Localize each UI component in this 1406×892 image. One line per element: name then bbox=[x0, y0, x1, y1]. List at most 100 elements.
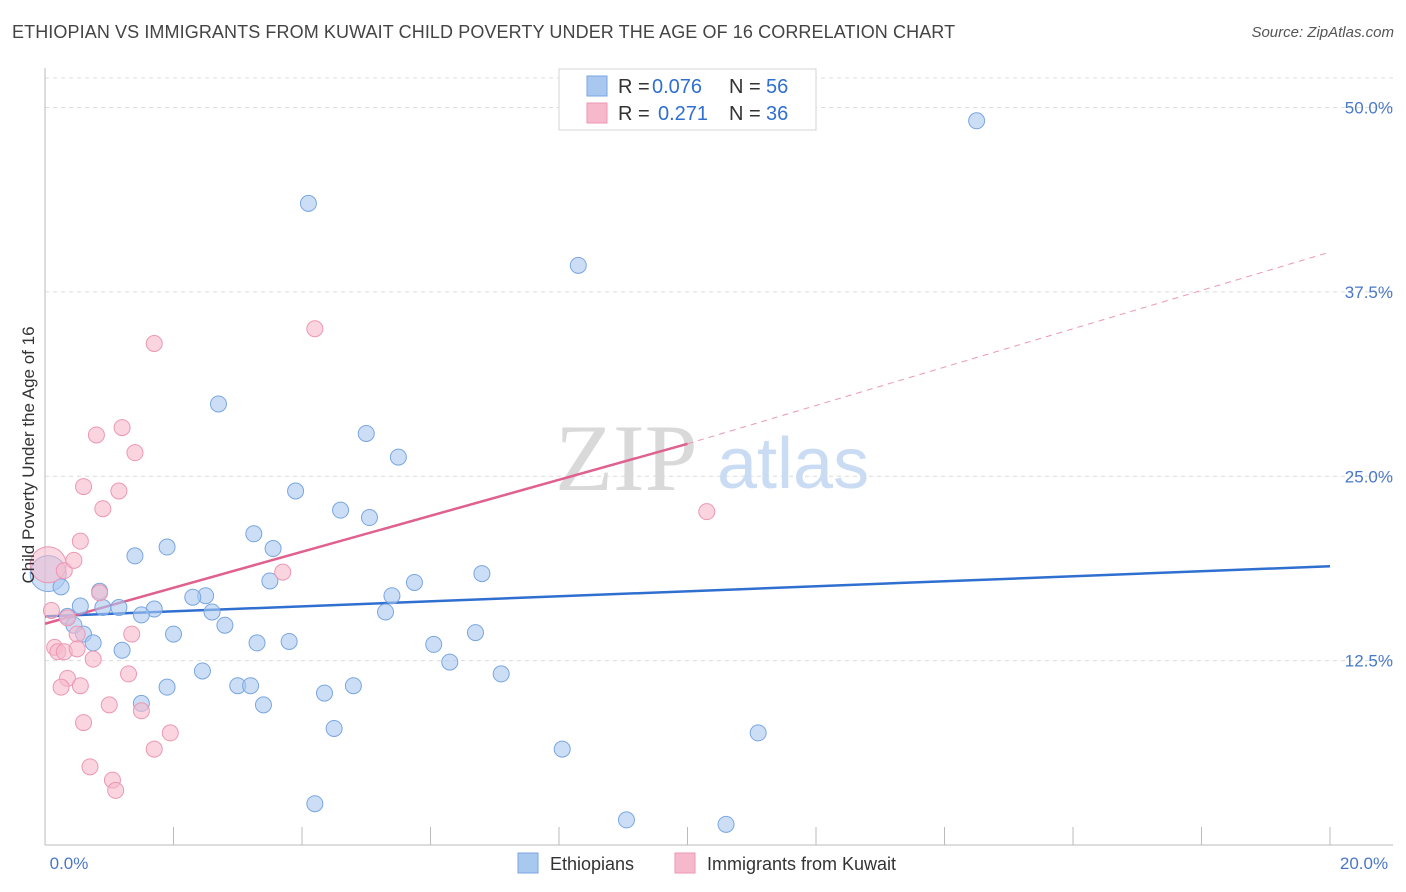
point-ethiopians bbox=[110, 599, 128, 617]
point-kuwait bbox=[75, 478, 93, 496]
point-kuwait bbox=[65, 551, 83, 569]
point-ethiopians bbox=[113, 641, 131, 659]
point-ethiopians bbox=[280, 632, 298, 650]
point-ethiopians bbox=[209, 395, 227, 413]
point-ethiopians bbox=[360, 509, 378, 527]
point-ethiopians bbox=[94, 599, 112, 617]
point-ethiopians bbox=[184, 588, 202, 606]
trend-extension-kuwait bbox=[687, 251, 1331, 445]
point-ethiopians bbox=[245, 525, 263, 543]
point-ethiopians bbox=[132, 606, 150, 624]
point-kuwait bbox=[94, 500, 112, 518]
point-ethiopians bbox=[52, 578, 70, 596]
point-kuwait bbox=[71, 677, 89, 695]
point-kuwait bbox=[120, 665, 138, 683]
point-ethiopians bbox=[203, 603, 221, 621]
point-kuwait bbox=[68, 625, 86, 643]
point-kuwait bbox=[110, 482, 128, 500]
correlation-legend: R = 0.076 N = 56 R = 0.271 N = 36 bbox=[558, 68, 817, 131]
point-kuwait bbox=[145, 740, 163, 758]
x-tick-label-max: 20.0% bbox=[1340, 854, 1388, 873]
point-kuwait bbox=[100, 696, 118, 714]
point-kuwait bbox=[123, 625, 141, 643]
point-ethiopians bbox=[84, 634, 102, 652]
point-ethiopians bbox=[569, 256, 587, 274]
watermark: ZIP atlas bbox=[555, 405, 869, 511]
grid-lines bbox=[45, 77, 1393, 662]
legend-label-ethiopians: Ethiopians bbox=[550, 854, 634, 874]
series-legend: Ethiopians Immigrants from Kuwait bbox=[517, 852, 896, 874]
y-tick-label: 50.0% bbox=[1345, 99, 1393, 118]
trend-lines bbox=[44, 251, 1331, 625]
point-ethiopians bbox=[216, 616, 234, 634]
point-kuwait bbox=[145, 335, 163, 352]
point-ethiopians bbox=[158, 538, 176, 556]
point-kuwait bbox=[42, 601, 60, 619]
point-ethiopians bbox=[473, 565, 491, 583]
point-kuwait bbox=[75, 714, 93, 732]
point-ethiopians bbox=[261, 572, 279, 590]
point-kuwait bbox=[68, 640, 86, 658]
point-kuwait bbox=[71, 532, 89, 550]
point-ethiopians bbox=[242, 677, 260, 695]
point-kuwait bbox=[84, 650, 102, 668]
point-ethiopians bbox=[248, 634, 266, 652]
point-ethiopians bbox=[306, 795, 324, 813]
trend-line-ethiopians bbox=[44, 564, 1331, 618]
legend-swatch-kuwait bbox=[586, 102, 608, 124]
point-ethiopians bbox=[425, 635, 443, 653]
tick-labels: 12.5% 25.0% 37.5% 50.0% 0.0% 20.0% bbox=[50, 99, 1393, 874]
point-ethiopians bbox=[287, 482, 305, 500]
watermark-atlas: atlas bbox=[717, 424, 869, 504]
legend-r-label: R = bbox=[618, 76, 650, 98]
point-kuwait bbox=[107, 781, 125, 799]
point-ethiopians bbox=[749, 724, 767, 742]
y-tick-label: 12.5% bbox=[1345, 652, 1393, 671]
point-ethiopians bbox=[717, 815, 735, 833]
legend-n-value: 36 bbox=[766, 103, 788, 125]
point-ethiopians bbox=[617, 811, 635, 829]
axes bbox=[44, 68, 1393, 846]
point-kuwait bbox=[52, 678, 70, 696]
legend-n-label: N = bbox=[729, 103, 761, 125]
point-ethiopians bbox=[264, 540, 282, 558]
legend-label-kuwait: Immigrants from Kuwait bbox=[707, 854, 896, 874]
point-ethiopians bbox=[357, 424, 375, 442]
y-tick-label: 37.5% bbox=[1345, 283, 1393, 302]
point-ethiopians bbox=[968, 112, 986, 130]
legend-r-value: 0.271 bbox=[658, 103, 708, 125]
point-kuwait bbox=[132, 702, 150, 720]
point-ethiopians bbox=[377, 603, 395, 621]
point-kuwait bbox=[87, 426, 105, 444]
trend-line-kuwait bbox=[44, 442, 688, 625]
point-ethiopians bbox=[405, 573, 423, 591]
point-ethiopians bbox=[158, 678, 176, 696]
y-axis-title: Child Poverty Under the Age of 16 bbox=[19, 326, 38, 583]
point-ethiopians bbox=[315, 684, 333, 702]
data-points bbox=[29, 112, 986, 833]
point-ethiopians bbox=[193, 662, 211, 680]
point-ethiopians bbox=[254, 696, 272, 714]
legend-n-label: N = bbox=[729, 76, 761, 98]
point-kuwait bbox=[306, 320, 324, 338]
legend-swatch-ethiopians bbox=[586, 75, 608, 97]
legend-swatch-kuwait bbox=[674, 852, 696, 874]
point-kuwait bbox=[113, 419, 131, 437]
y-tick-label: 25.0% bbox=[1345, 467, 1393, 486]
point-ethiopians bbox=[466, 624, 484, 642]
x-tick-label-min: 0.0% bbox=[50, 854, 89, 873]
point-ethiopians bbox=[553, 740, 571, 758]
point-kuwait bbox=[274, 563, 292, 581]
chart-title: ETHIOPIAN VS IMMIGRANTS FROM KUWAIT CHIL… bbox=[12, 22, 956, 42]
point-kuwait bbox=[81, 758, 99, 776]
point-ethiopians bbox=[299, 194, 317, 212]
point-kuwait bbox=[161, 724, 179, 742]
point-kuwait bbox=[698, 503, 716, 521]
point-kuwait bbox=[126, 444, 144, 462]
legend-n-value: 56 bbox=[766, 76, 788, 98]
point-ethiopians bbox=[165, 625, 182, 643]
legend-r-label: R = bbox=[618, 103, 650, 125]
point-kuwait bbox=[58, 609, 76, 627]
watermark-zip: ZIP bbox=[555, 405, 698, 511]
